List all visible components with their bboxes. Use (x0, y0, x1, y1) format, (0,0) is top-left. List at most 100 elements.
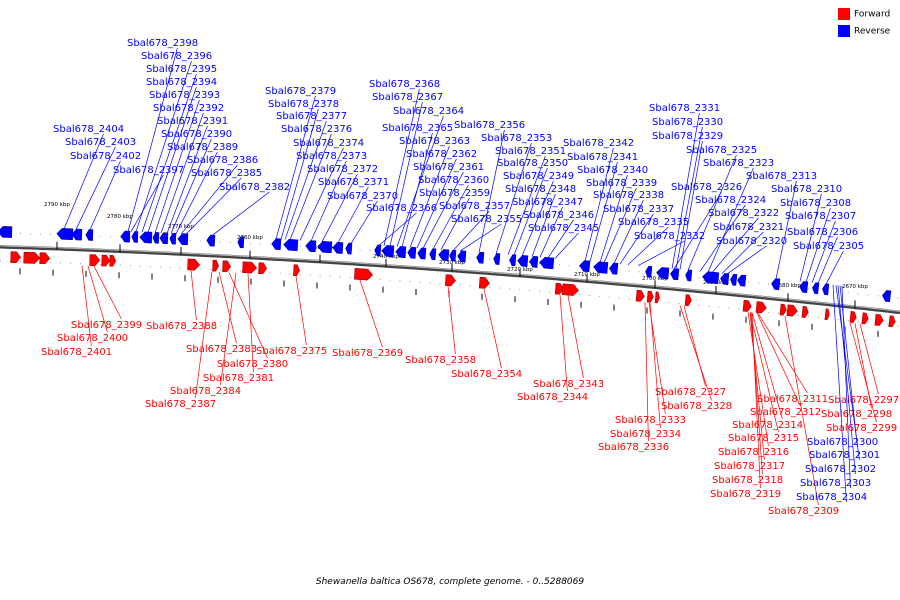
label-leader (539, 206, 563, 258)
label-leader (166, 125, 208, 234)
reverse-swatch (838, 25, 850, 37)
gene-label: Sbal678_2325 (686, 145, 757, 156)
reverse-gene (283, 239, 299, 252)
gene-label: Sbal678_2386 (187, 155, 258, 166)
label-leader (383, 88, 420, 246)
label-leader (185, 177, 242, 235)
label-leader (459, 223, 502, 252)
label-leader (554, 232, 579, 259)
gene-label: Sbal678_2328 (661, 401, 732, 412)
gene-label: Sbal678_2343 (533, 379, 604, 390)
forward-gene (187, 258, 201, 271)
gene-label: Sbal678_2318 (712, 475, 783, 486)
forward-gene (554, 282, 564, 295)
label-leader (218, 271, 237, 344)
gene-label: Sbal678_2385 (191, 168, 262, 179)
forward-gene (561, 283, 579, 296)
label-leader (547, 219, 574, 259)
forward-swatch (838, 8, 850, 20)
reverse-gene (737, 274, 747, 287)
gene-label: Sbal678_2329 (652, 131, 723, 142)
gene-label: Sbal678_2360 (418, 175, 489, 186)
label-leader (750, 312, 763, 475)
forward-gene (258, 262, 267, 275)
reverse-gene (139, 231, 153, 244)
reverse-gene (529, 256, 539, 268)
label-leader (613, 199, 644, 264)
label-leader (837, 285, 856, 475)
reverse-gene (539, 256, 555, 270)
reverse-gene (702, 271, 720, 284)
gene-label: Sbal678_2378 (268, 99, 339, 110)
label-leader (247, 273, 254, 373)
label-leader (835, 285, 860, 461)
gene-label: Sbal678_2301 (809, 450, 880, 461)
gene-label: Sbal678_2326 (671, 182, 742, 193)
gene-label: Sbal678_2359 (419, 188, 490, 199)
forward-gene (786, 304, 798, 317)
label-leader (775, 180, 797, 280)
gene-label: Sbal678_2315 (728, 433, 799, 444)
label-leader (589, 161, 618, 262)
label-leader (825, 250, 844, 285)
gene-label: Sbal678_2358 (405, 355, 476, 366)
forward-gene (242, 261, 258, 274)
reverse-gene (407, 246, 417, 259)
label-leader (154, 99, 200, 233)
label-leader (130, 174, 164, 232)
gene-label: Sbal678_2304 (796, 492, 867, 503)
gene-label: Sbal678_2396 (141, 51, 212, 62)
gene-label: Sbal678_2339 (586, 178, 657, 189)
label-leader (75, 146, 116, 230)
label-leader (513, 167, 548, 256)
gene-label: Sbal678_2391 (157, 116, 228, 127)
label-leader (401, 132, 433, 248)
reverse-gene (882, 290, 892, 303)
forward-gene (478, 276, 490, 289)
label-leader (603, 187, 637, 263)
reverse-gene (206, 234, 216, 247)
forward-gene (755, 301, 767, 314)
gene-label: Sbal678_2337 (603, 204, 674, 215)
gene-label: Sbal678_2336 (598, 442, 669, 453)
gene-label: Sbal678_2341 (567, 152, 638, 163)
gene-label: Sbal678_2388 (146, 321, 217, 332)
forward-gene (10, 251, 22, 264)
gene-label: Sbal678_2333 (615, 415, 686, 426)
label-leader (751, 312, 761, 489)
label-leader (416, 158, 457, 249)
gene-label: Sbal678_2361 (413, 162, 484, 173)
label-leader (452, 210, 490, 251)
reverse-gene (799, 281, 809, 294)
label-leader (683, 305, 706, 387)
reverse-gene (457, 250, 467, 263)
gene-label: Sbal678_2357 (439, 201, 510, 212)
label-leader (170, 138, 212, 234)
gene-label: Sbal678_2320 (716, 236, 787, 247)
label-leader (799, 193, 822, 282)
label-leader (337, 186, 369, 243)
genome-caption: Shewanella baltica OS678, complete genom… (315, 577, 585, 587)
label-leader (817, 236, 838, 284)
gene-label: Sbal678_2299 (826, 423, 897, 434)
label-leader (707, 167, 754, 273)
gene-label: Sbal678_2377 (276, 111, 347, 122)
label-leader (832, 284, 847, 503)
gene-label: Sbal678_2372 (307, 164, 378, 175)
gene-label: Sbal678_2322 (708, 208, 779, 219)
label-leader (841, 285, 851, 489)
reverse-gene (56, 228, 74, 241)
label-leader (747, 312, 769, 447)
reverse-gene (593, 261, 609, 274)
label-leader (711, 217, 759, 273)
label-leader (160, 112, 204, 234)
label-leader (359, 280, 383, 348)
reverse-gene (438, 249, 450, 262)
label-leader (220, 272, 237, 386)
gene-label: Sbal678_2404 (53, 124, 124, 135)
gene-label: Sbal678_2323 (703, 158, 774, 169)
reverse-gene (131, 231, 139, 243)
gene-label: Sbal678_2402 (70, 151, 141, 162)
label-leader (699, 204, 746, 272)
label-leader (507, 155, 546, 255)
